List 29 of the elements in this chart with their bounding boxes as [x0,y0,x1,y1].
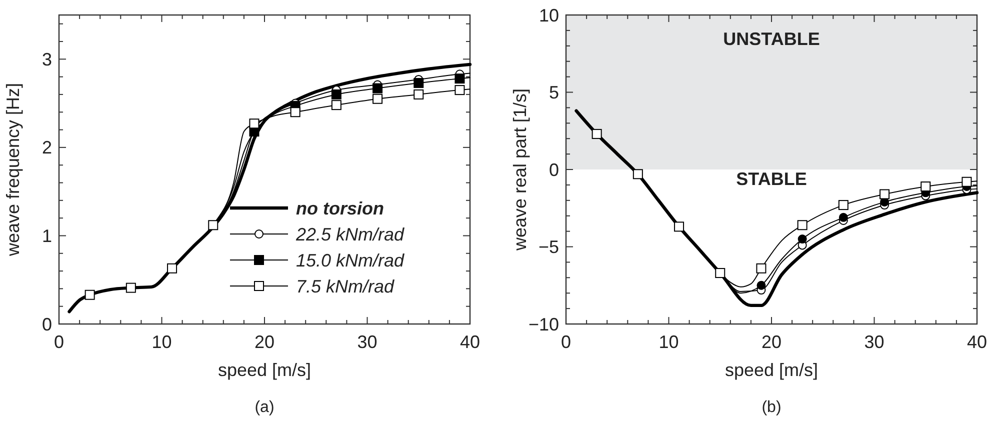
y-tick-label: 5 [548,82,559,103]
y-tick-label: 10 [538,5,559,26]
legend-label: 22.5 kNm/rad [295,224,406,244]
x-tick-label: 10 [658,332,679,352]
y-tick-label: 3 [42,49,52,70]
legend-label: 7.5 kNm/rad [296,276,396,296]
x-tick-label: 40 [460,332,480,352]
y-tick-label: 1 [42,226,52,246]
text: (b) [762,399,782,416]
x-axis-title: speed [m/s] [724,360,818,380]
y-tick-label: 0 [42,314,52,334]
x-tick-label: 30 [864,332,884,352]
annotation: STABLE [736,168,807,189]
text: (a) [254,399,274,416]
y-tick-label: −10 [528,314,559,334]
x-tick-label: 20 [254,332,275,352]
x-tick-label: 20 [761,332,782,352]
x-tick-label: 40 [966,332,988,352]
y-axis-title: weave frequency [Hz] [3,82,23,258]
y-axis-title: weave real part [1/s] [510,88,530,252]
y-tick-label: −5 [538,237,559,258]
legend-label: no torsion [296,198,384,218]
band-label: UNSTABLE [723,29,820,49]
x-tick-label: 10 [152,332,172,352]
x-tick-label: 30 [357,332,378,352]
x-axis-title: speed [m/s] [218,360,312,380]
y-tick-label: 2 [42,138,52,158]
legend-label: 15.0 kNm/rad [296,250,406,270]
y-tick-label: 0 [548,160,559,180]
